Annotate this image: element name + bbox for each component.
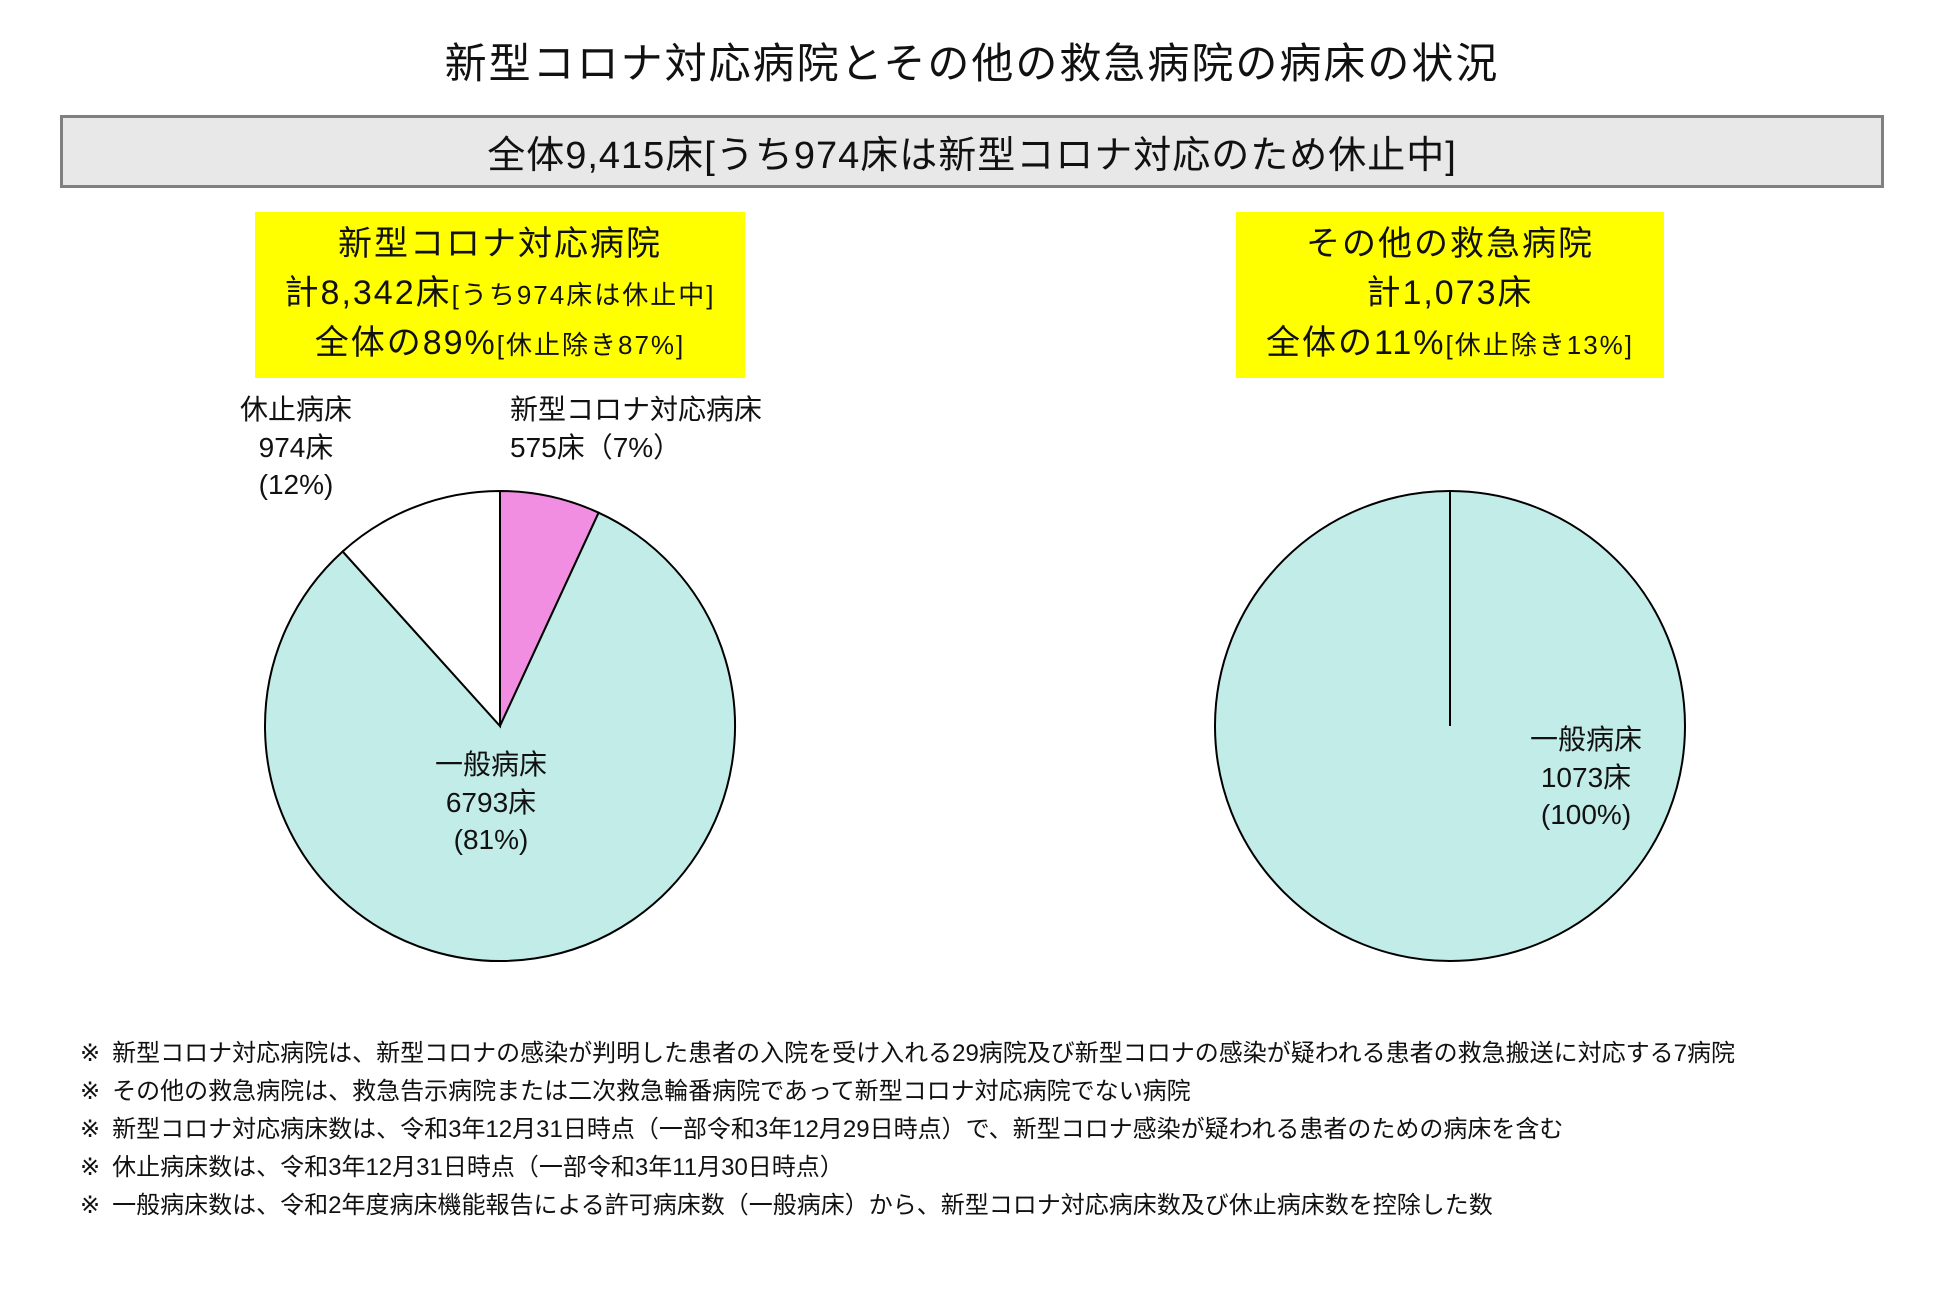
footnote-text: 休止病床数は、令和3年12月31日時点（一部令和3年11月30日時点） <box>112 1150 1864 1186</box>
charts-row: 新型コロナ対応病院 計8,342床[うち974床は休止中] 全体の89%[休止除… <box>40 212 1904 996</box>
footnote-marker: ※ <box>80 1036 100 1072</box>
right-header-line2-main: 計1,073床 <box>1366 274 1533 312</box>
right-column: その他の救急病院 計1,073床 全体の11%[休止除き13%] 一般病床 10… <box>1020 212 1880 996</box>
right-header-line1: その他の救急病院 <box>1266 220 1634 269</box>
footnote-text: 新型コロナ対応病床数は、令和3年12月31日時点（一部令和3年12月29日時点）… <box>112 1112 1864 1148</box>
left-header-line3: 全体の89%[休止除き87%] <box>285 319 716 368</box>
summary-banner: 全体9,415床[うち974床は新型コロナ対応のため休止中] <box>60 115 1884 188</box>
footnote-marker: ※ <box>80 1188 100 1224</box>
right-label-general: 一般病床 1073床 (100%) <box>1530 721 1642 834</box>
left-header-line3-sub: [休止除き87%] <box>497 330 686 360</box>
footnote-4: ※ 休止病床数は、令和3年12月31日時点（一部令和3年11月30日時点） <box>80 1150 1864 1186</box>
right-header-line3-main: 全体の11% <box>1266 324 1446 362</box>
footnote-marker: ※ <box>80 1150 100 1186</box>
right-header: その他の救急病院 計1,073床 全体の11%[休止除き13%] <box>1236 212 1664 378</box>
footnote-text: その他の救急病院は、救急告示病院または二次救急輪番病院であって新型コロナ対応病院… <box>112 1074 1864 1110</box>
left-header-line1: 新型コロナ対応病院 <box>285 220 716 269</box>
left-column: 新型コロナ対応病院 計8,342床[うち974床は休止中] 全体の89%[休止除… <box>60 212 940 996</box>
left-pie-chart <box>250 476 750 976</box>
footnotes: ※ 新型コロナ対応病院は、新型コロナの感染が判明した患者の入院を受け入れる29病院… <box>80 1036 1864 1224</box>
footnote-text: 一般病床数は、令和2年度病床機能報告による許可病床数（一般病床）から、新型コロナ… <box>112 1188 1864 1224</box>
left-label-suspended: 休止病床 974床 (12%) <box>240 391 352 504</box>
right-header-line3: 全体の11%[休止除き13%] <box>1266 319 1634 368</box>
footnote-1: ※ 新型コロナ対応病院は、新型コロナの感染が判明した患者の入院を受け入れる29病院… <box>80 1036 1864 1072</box>
left-pie-wrap: 新型コロナ対応病床 575床（7%） 休止病床 974床 (12%) 一般病床 … <box>180 396 820 996</box>
footnote-2: ※ その他の救急病院は、救急告示病院または二次救急輪番病院であって新型コロナ対応病… <box>80 1074 1864 1110</box>
left-header-line3-main: 全体の89% <box>315 324 497 362</box>
page-title: 新型コロナ対応病院とその他の救急病院の病床の状況 <box>40 30 1904 91</box>
left-header-line2: 計8,342床[うち974床は休止中] <box>285 269 716 318</box>
footnote-3: ※ 新型コロナ対応病床数は、令和3年12月31日時点（一部令和3年12月29日時点… <box>80 1112 1864 1148</box>
right-pie-wrap: 一般病床 1073床 (100%) <box>1130 396 1770 996</box>
left-header: 新型コロナ対応病院 計8,342床[うち974床は休止中] 全体の89%[休止除… <box>255 212 746 378</box>
left-label-covid: 新型コロナ対応病床 575床（7%） <box>510 391 762 467</box>
left-header-line2-main: 計8,342床 <box>285 274 452 312</box>
footnote-marker: ※ <box>80 1112 100 1148</box>
right-header-line3-sub: [休止除き13%] <box>1446 330 1635 360</box>
left-label-general: 一般病床 6793床 (81%) <box>435 746 547 859</box>
right-header-line2: 計1,073床 <box>1266 269 1634 318</box>
left-header-line2-sub: [うち974床は休止中] <box>452 280 716 310</box>
footnote-5: ※ 一般病床数は、令和2年度病床機能報告による許可病床数（一般病床）から、新型コロ… <box>80 1188 1864 1224</box>
footnote-marker: ※ <box>80 1074 100 1110</box>
footnote-text: 新型コロナ対応病院は、新型コロナの感染が判明した患者の入院を受け入れる29病院及… <box>112 1036 1864 1072</box>
